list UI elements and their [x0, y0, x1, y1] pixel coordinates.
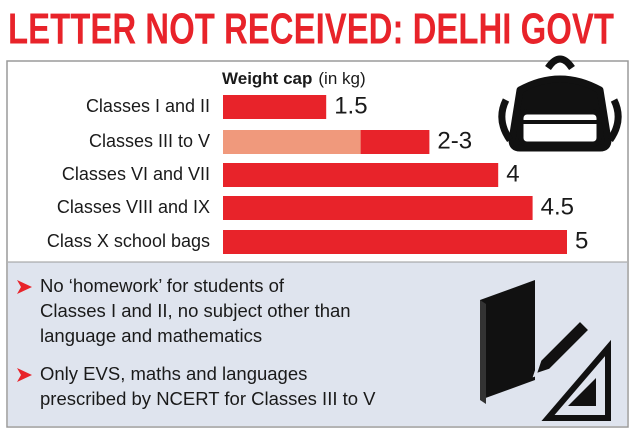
category-label: Classes I and II [86, 96, 210, 116]
bar-range-low [223, 130, 361, 154]
book-pencil-icon [480, 280, 611, 421]
category-label: Classes VI and VII [62, 164, 210, 184]
backpack-icon [498, 55, 622, 152]
bar [223, 196, 533, 220]
value-label: 5 [575, 227, 588, 254]
note-line: language and mathematics [40, 325, 262, 346]
category-label: Class X school bags [47, 231, 210, 251]
axis-label: Weight cap (in kg) [222, 69, 366, 88]
value-label: 4.5 [541, 193, 574, 220]
panel-border [6, 60, 629, 428]
note-line: prescribed by NCERT for Classes III to V [40, 388, 376, 409]
headline: LETTER NOT RECEIVED: DELHI GOVT [8, 5, 614, 54]
axis-label-title: Weight cap [222, 69, 312, 88]
bar [223, 163, 499, 187]
value-label: 2-3 [437, 127, 472, 154]
category-label: Classes VIII and IX [57, 197, 210, 217]
bar-range [360, 130, 430, 154]
bullets [17, 280, 32, 382]
category-label: Classes III to V [89, 131, 210, 151]
bar [223, 230, 567, 254]
value-label: 4 [506, 160, 519, 187]
note-line: Classes I and II, no subject other than [40, 300, 351, 321]
value-label: 1.5 [334, 92, 367, 119]
bar [223, 95, 327, 119]
note-line: Only EVS, maths and languages [40, 363, 307, 384]
bullet-arrow [17, 280, 32, 294]
note-line: No ‘homework’ for students of [40, 275, 285, 296]
bullet-arrow [17, 368, 32, 382]
axis-unit: (in kg) [318, 69, 365, 88]
